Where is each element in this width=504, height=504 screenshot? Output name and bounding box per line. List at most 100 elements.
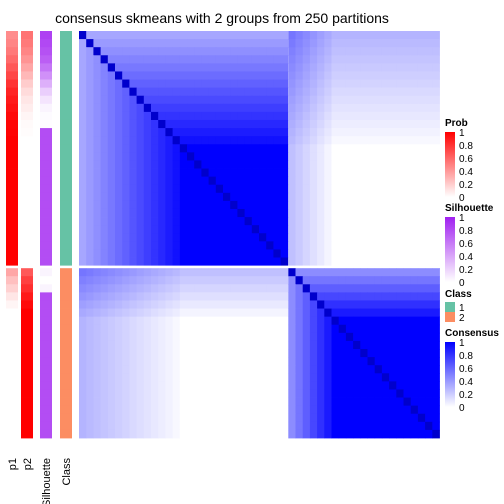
consensus-cell <box>129 200 137 210</box>
consensus-cell <box>353 324 361 334</box>
consensus-cell <box>79 300 87 309</box>
consensus-cell <box>273 217 281 226</box>
annotation-cell-p2 <box>21 257 33 267</box>
consensus-cell <box>215 95 224 105</box>
consensus-cell <box>309 381 318 390</box>
consensus-cell <box>215 192 224 202</box>
consensus-cell <box>324 136 332 145</box>
consensus-cell <box>417 87 426 97</box>
consensus-cell <box>360 340 368 350</box>
consensus-cell <box>259 308 267 318</box>
annotation-cell-class <box>60 249 72 258</box>
consensus-cell <box>381 429 390 439</box>
consensus-cell <box>331 292 340 301</box>
consensus-cell <box>367 405 376 415</box>
consensus-cell <box>187 300 195 309</box>
consensus-cell <box>129 225 137 234</box>
consensus-cell <box>136 87 145 97</box>
consensus-cell <box>194 111 202 121</box>
consensus-cell <box>208 241 217 250</box>
consensus-cell <box>302 176 311 186</box>
consensus-cell <box>331 55 340 64</box>
consensus-cell <box>223 152 231 161</box>
consensus-cell <box>389 63 397 72</box>
consensus-cell <box>143 217 152 226</box>
consensus-cell <box>143 31 152 40</box>
consensus-cell <box>251 365 260 374</box>
consensus-cell <box>187 176 195 186</box>
consensus-cell <box>107 128 116 137</box>
consensus-cell <box>136 184 145 194</box>
consensus-cell <box>172 357 181 366</box>
consensus-cell <box>79 316 87 326</box>
consensus-cell <box>215 421 224 431</box>
consensus-cell <box>403 397 412 407</box>
consensus-cell <box>345 324 354 334</box>
consensus-cell <box>331 233 340 242</box>
consensus-cell <box>417 79 426 89</box>
consensus-cell <box>107 365 116 374</box>
annotation-cell-p1 <box>6 152 18 161</box>
annotation-cell-class <box>60 55 72 64</box>
consensus-cell <box>295 268 304 277</box>
consensus-cell <box>93 413 101 423</box>
consensus-cell <box>100 176 109 186</box>
consensus-cell <box>215 324 224 334</box>
consensus-cell <box>215 119 224 129</box>
consensus-cell <box>331 71 340 80</box>
consensus-cell <box>237 136 245 145</box>
consensus-cell <box>403 381 412 390</box>
consensus-cell <box>136 324 145 334</box>
consensus-cell <box>223 39 231 48</box>
consensus-cell <box>237 276 245 285</box>
consensus-cell <box>179 332 188 342</box>
annotation-cell-p2 <box>21 144 33 153</box>
consensus-cell <box>266 381 274 390</box>
consensus-cell <box>338 200 347 210</box>
consensus-cell <box>295 413 304 423</box>
consensus-cell <box>86 389 94 398</box>
consensus-cell <box>201 208 209 218</box>
consensus-cell <box>317 340 325 350</box>
consensus-cell <box>396 292 404 301</box>
consensus-cell <box>136 365 145 374</box>
consensus-cell <box>410 103 419 113</box>
consensus-cell <box>353 111 361 121</box>
consensus-cell <box>374 192 383 202</box>
consensus-cell <box>223 257 231 267</box>
consensus-cell <box>194 39 202 48</box>
consensus-cell <box>151 152 159 161</box>
consensus-cell <box>432 31 440 40</box>
consensus-cell <box>324 276 332 285</box>
consensus-cell <box>172 71 181 80</box>
consensus-cell <box>115 373 123 382</box>
consensus-cell <box>324 381 332 390</box>
consensus-cell <box>208 79 217 89</box>
consensus-cell <box>93 324 101 334</box>
consensus-cell <box>360 292 368 301</box>
consensus-cell <box>360 39 368 48</box>
consensus-cell <box>244 373 253 382</box>
consensus-cell <box>317 405 325 415</box>
consensus-cell <box>237 200 245 210</box>
consensus-cell <box>389 340 397 350</box>
consensus-cell <box>302 136 311 145</box>
consensus-cell <box>244 71 253 80</box>
consensus-cell <box>324 349 332 358</box>
consensus-cell <box>425 217 433 226</box>
consensus-cell <box>302 429 311 439</box>
consensus-cell <box>425 276 433 285</box>
consensus-cell <box>223 176 231 186</box>
consensus-cell <box>223 284 231 293</box>
consensus-cell <box>374 257 383 267</box>
consensus-cell <box>381 405 390 415</box>
consensus-cell <box>302 47 311 56</box>
consensus-cell <box>215 300 224 309</box>
consensus-cell <box>403 95 412 105</box>
consensus-cell <box>179 300 188 309</box>
consensus-cell <box>244 268 253 277</box>
consensus-cell <box>280 340 289 350</box>
consensus-cell <box>259 316 267 326</box>
consensus-cell <box>93 225 101 234</box>
consensus-cell <box>115 249 123 258</box>
